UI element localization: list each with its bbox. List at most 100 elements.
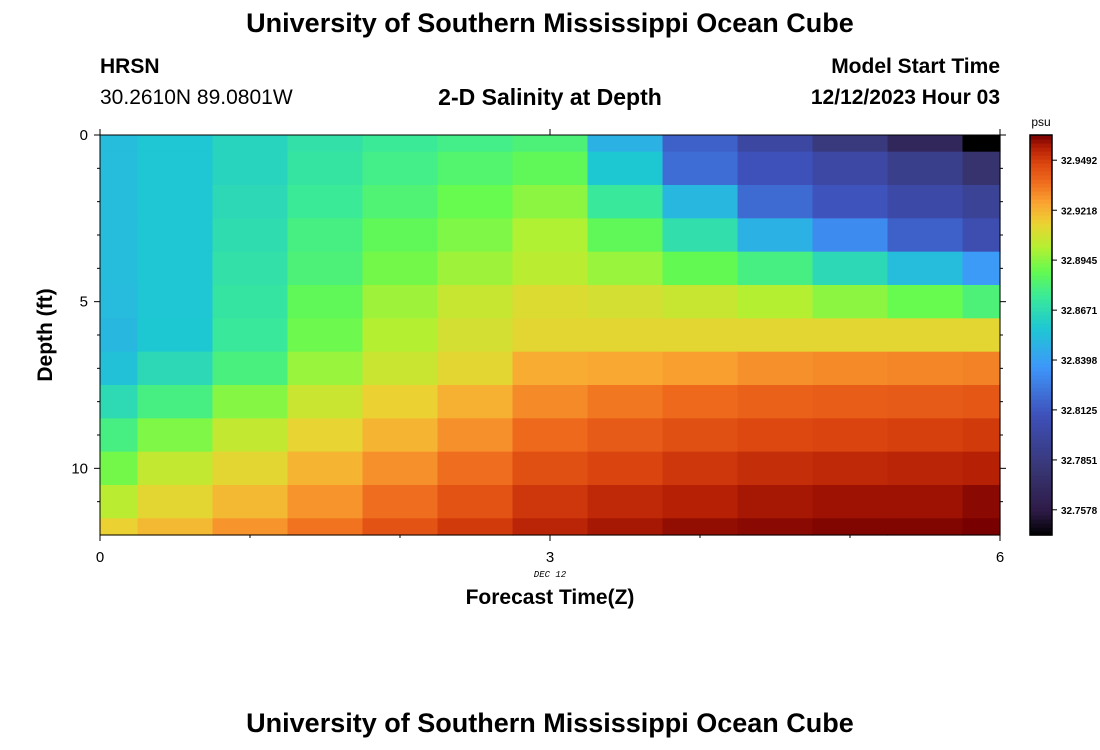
colorbar-stripe [1030,515,1052,520]
heatmap-cell [137,518,214,536]
heatmap-cell [887,251,964,286]
heatmap-cell [362,485,439,519]
colorbar-stripe [1030,207,1052,212]
colorbar-stripe [1030,379,1052,384]
colorbar-stripe [1030,495,1052,500]
heatmap-cell [662,518,739,536]
colorbar-stripe [1030,211,1052,216]
heatmap-cell [362,218,439,253]
x-tick-label: 0 [96,549,104,566]
heatmap-cell [362,385,439,419]
colorbar-stripe [1030,331,1052,336]
heatmap-cell [587,135,664,153]
heatmap-cell [737,218,814,253]
heatmap-cell [287,451,364,486]
x-date-label: DEC 12 [534,570,567,580]
heatmap-cell [287,285,364,319]
colorbar-tick-label: 32.8125 [1061,406,1098,417]
colorbar-stripe [1030,475,1052,480]
heatmap-cell [812,485,889,519]
heatmap-cell [362,518,439,536]
heatmap-cell [587,351,664,386]
heatmap-cell [812,351,889,386]
heatmap-cell [287,151,364,186]
colorbar-stripe [1030,523,1052,528]
heatmap-cell [887,518,964,536]
heatmap-cell [737,451,814,486]
heatmap-cell [212,318,289,353]
heatmap-cell [437,418,514,453]
colorbar-stripe [1030,339,1052,344]
heatmap-cell [962,251,1001,286]
heatmap-cell [437,285,514,319]
colorbar-stripe [1030,235,1052,240]
heatmap-cell [812,318,889,353]
colorbar-stripe [1030,147,1052,152]
colorbar-stripe [1030,151,1052,156]
heatmap-cell [737,351,814,386]
heatmap-cell [137,318,214,353]
heatmap-cell [287,135,364,153]
heatmap-cell [962,351,1001,386]
heatmap-cells [100,135,1001,536]
axes: 0 5 10 0 3 6 [71,127,1006,566]
x-tick-label: 6 [996,549,1004,566]
colorbar-stripe [1030,443,1052,448]
heatmap-cell [512,451,589,486]
colorbar-stripe [1030,407,1052,412]
heatmap-cell [212,418,289,453]
heatmap-cell [100,351,139,386]
heatmap-cell [737,151,814,186]
colorbar-stripe [1030,395,1052,400]
heatmap-cell [887,318,964,353]
heatmap-cell [662,285,739,319]
colorbar-stripe [1030,139,1052,144]
heatmap-cell [737,135,814,153]
colorbar-tick-label: 32.9492 [1061,156,1098,167]
heatmap-cell [437,518,514,536]
heatmap-cell [887,351,964,386]
colorbar-stripe [1030,479,1052,484]
colorbar-stripe [1030,359,1052,364]
colorbar-stripe [1030,247,1052,252]
heatmap-cell [662,151,739,186]
colorbar-stripe [1030,231,1052,236]
heatmap-cell [362,151,439,186]
colorbar-stripe [1030,435,1052,440]
y-tick-label: 0 [80,127,88,144]
colorbar-stripe [1030,263,1052,268]
heatmap-cell [437,485,514,519]
heatmap-cell [662,135,739,153]
colorbar-stripe [1030,351,1052,356]
heatmap-cell [287,351,364,386]
colorbar-stripe [1030,303,1052,308]
colorbar-stripe [1030,463,1052,468]
heatmap-cell [737,418,814,453]
heatmap-cell [737,185,814,219]
heatmap-cell [100,451,139,486]
colorbar-stripe [1030,375,1052,380]
model-start-label: Model Start Time [831,55,1000,78]
colorbar-stripe [1030,491,1052,496]
heatmap-cell [512,285,589,319]
colorbar-stripe [1030,183,1052,188]
colorbar-stripe [1030,259,1052,264]
heatmap-cell [362,135,439,153]
heatmap-cell [362,451,439,486]
colorbar-stripe [1030,223,1052,228]
heatmap-cell [437,318,514,353]
colorbar-stripe [1030,307,1052,312]
colorbar-stripe [1030,195,1052,200]
colorbar-stripe [1030,143,1052,148]
heatmap-cell [737,518,814,536]
colorbar-stripe [1030,191,1052,196]
colorbar-stripe [1030,459,1052,464]
heatmap-cell [887,418,964,453]
heatmap-cell [437,151,514,186]
heatmap-cell [887,135,964,153]
y-tick-label: 10 [71,460,88,477]
colorbar-stripe [1030,511,1052,516]
colorbar-stripe [1030,423,1052,428]
colorbar-stripe [1030,415,1052,420]
heatmap-cell [887,218,964,253]
